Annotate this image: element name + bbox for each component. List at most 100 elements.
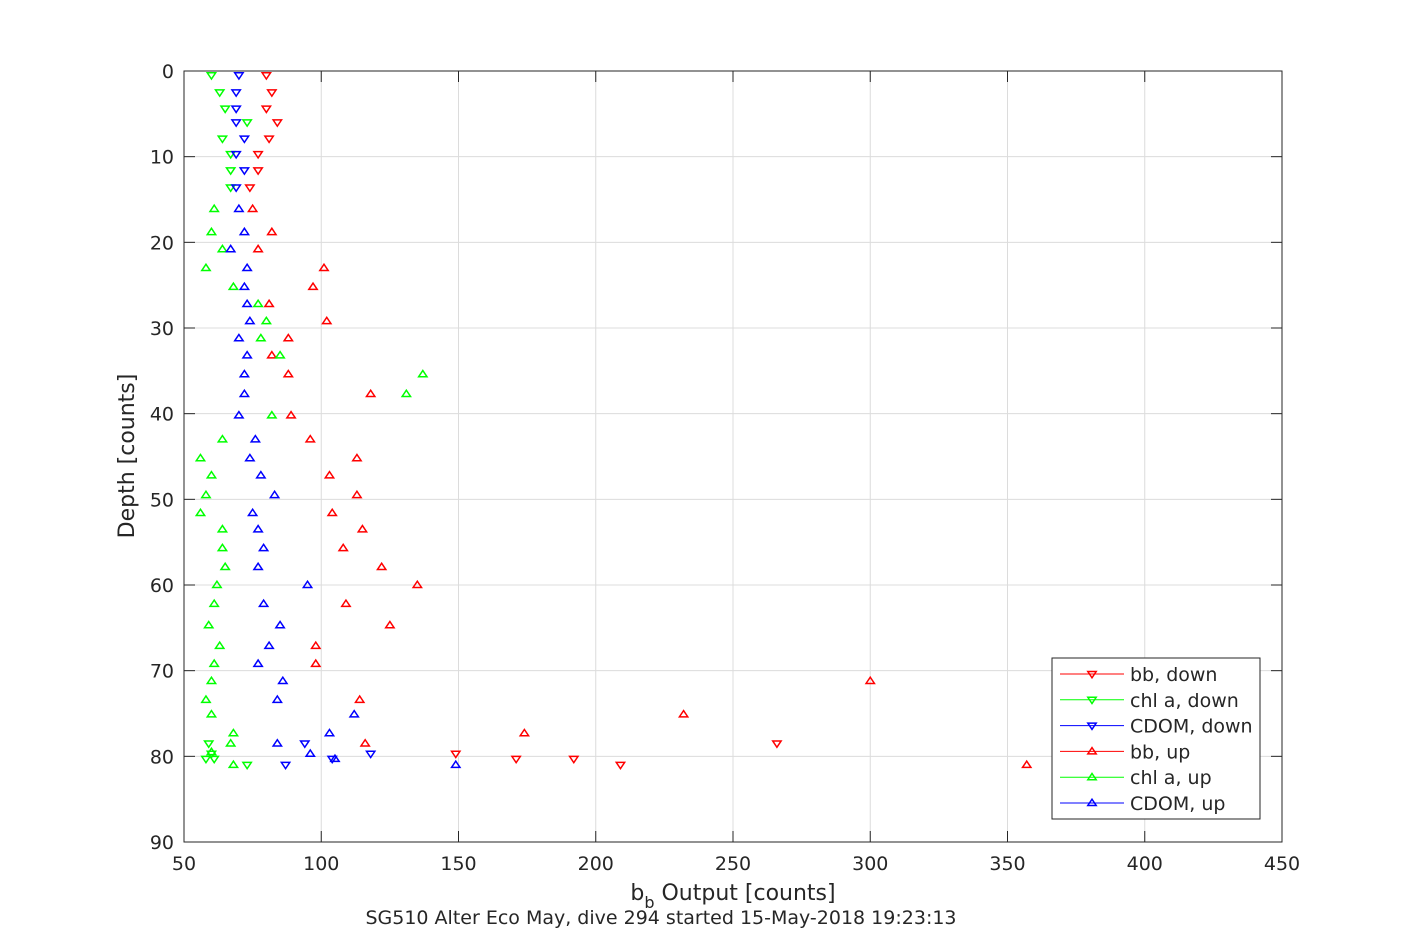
data-point-4	[208, 598, 220, 608]
x-tick-label: 350	[989, 853, 1025, 875]
data-point-5	[348, 709, 360, 718]
data-point-5	[241, 262, 253, 272]
data-point-0	[271, 119, 283, 128]
data-point-0	[614, 761, 627, 771]
data-point-5	[244, 316, 256, 325]
data-point-0	[450, 750, 462, 759]
y-tick-label: 50	[150, 489, 174, 511]
data-point-4	[200, 262, 212, 272]
data-point-4	[252, 298, 264, 308]
data-point-4	[227, 728, 240, 737]
data-point-4	[216, 434, 229, 443]
data-point-4	[216, 244, 229, 253]
data-point-5	[263, 640, 275, 650]
data-point-4	[216, 543, 229, 552]
legend-label: CDOM, up	[1130, 793, 1225, 815]
data-point-3	[1021, 759, 1033, 769]
y-tick-label: 60	[150, 575, 174, 597]
axis-ticks: 50 100 150 200 250 300 350 400 450 0 10 20 30 40 50 60 7…	[150, 61, 1300, 875]
data-point-3	[263, 298, 275, 308]
data-point-3	[677, 709, 690, 718]
data-point-4	[219, 561, 231, 571]
data-point-1	[241, 761, 253, 771]
data-point-0	[260, 105, 272, 114]
y-tick-label: 30	[150, 318, 174, 340]
data-point-4	[208, 203, 220, 213]
data-point-5	[277, 675, 289, 685]
data-point-3	[864, 675, 876, 685]
data-point-4	[417, 369, 429, 378]
data-point-4	[208, 658, 220, 668]
data-point-2	[230, 119, 242, 128]
data-point-4	[200, 694, 212, 704]
data-point-4	[274, 350, 286, 359]
legend-marker	[1086, 670, 1098, 680]
legend-label: CDOM, down	[1130, 716, 1253, 738]
data-point-3	[337, 543, 349, 552]
x-tick-label: 50	[172, 853, 196, 875]
data-point-2	[238, 135, 250, 144]
y-tick-label: 20	[150, 232, 174, 254]
data-point-5	[304, 748, 316, 758]
data-point-0	[252, 150, 264, 160]
data-point-2	[233, 72, 245, 81]
data-point-0	[510, 755, 522, 765]
data-point-2	[299, 740, 311, 749]
data-point-5	[252, 658, 264, 668]
legend-marker	[1086, 746, 1098, 755]
data-point-4	[227, 281, 240, 291]
data-point-5	[233, 333, 245, 342]
data-point-3	[247, 203, 259, 213]
y-tick-label: 10	[150, 147, 174, 169]
data-point-3	[323, 470, 336, 479]
data-point-3	[326, 507, 338, 517]
data-point-4	[225, 738, 237, 747]
legend-label: chl a, up	[1130, 767, 1212, 789]
data-point-0	[252, 167, 264, 176]
data-point-3	[307, 281, 319, 291]
y-tick-label: 70	[150, 661, 174, 683]
data-point-5	[233, 410, 245, 419]
data-point-4	[203, 620, 215, 629]
data-point-3	[518, 728, 530, 737]
data-point-4	[260, 316, 272, 325]
y-tick-label: 90	[150, 832, 174, 854]
legend-box	[1051, 657, 1261, 820]
data-point-4	[205, 709, 218, 718]
legend-marker	[1086, 696, 1098, 705]
data-point-4	[214, 640, 226, 650]
legend-label: chl a, down	[1130, 690, 1239, 712]
data-point-4	[227, 759, 240, 769]
data-point-5	[258, 598, 270, 608]
data-point-4	[400, 388, 412, 398]
data-point-1	[225, 184, 237, 193]
data-point-1	[203, 740, 215, 749]
x-tick-label: 200	[578, 853, 614, 875]
x-axis-label-subscript: b	[644, 893, 654, 912]
data-point-5	[450, 759, 462, 769]
legend: bb, down chl a, down CDOM, down bb, up chl a…	[1051, 657, 1261, 820]
data-point-5	[323, 728, 336, 737]
data-point-3	[384, 620, 396, 629]
data-point-3	[359, 738, 371, 747]
data-point-0	[244, 184, 256, 193]
data-point-3	[310, 640, 322, 650]
data-point-1	[225, 167, 237, 176]
data-point-2	[365, 750, 377, 759]
data-point-5	[274, 620, 286, 629]
data-point-5	[271, 694, 283, 704]
data-point-3	[285, 410, 297, 419]
data-point-5	[258, 543, 270, 552]
data-point-5	[268, 489, 281, 499]
data-point-5	[241, 298, 253, 308]
data-point-2	[230, 105, 242, 114]
legend-label: bb, down	[1130, 664, 1217, 686]
x-axis-label: bb Output [counts]	[630, 881, 835, 912]
data-point-4	[211, 579, 223, 589]
x-tick-label: 400	[1127, 853, 1163, 875]
data-point-2	[230, 89, 242, 98]
figure-caption: SG510 Alter Eco May, dive 294 started 15…	[365, 907, 956, 929]
y-tick-label: 40	[150, 404, 174, 426]
data-point-5	[255, 470, 267, 479]
data-point-5	[238, 281, 250, 291]
